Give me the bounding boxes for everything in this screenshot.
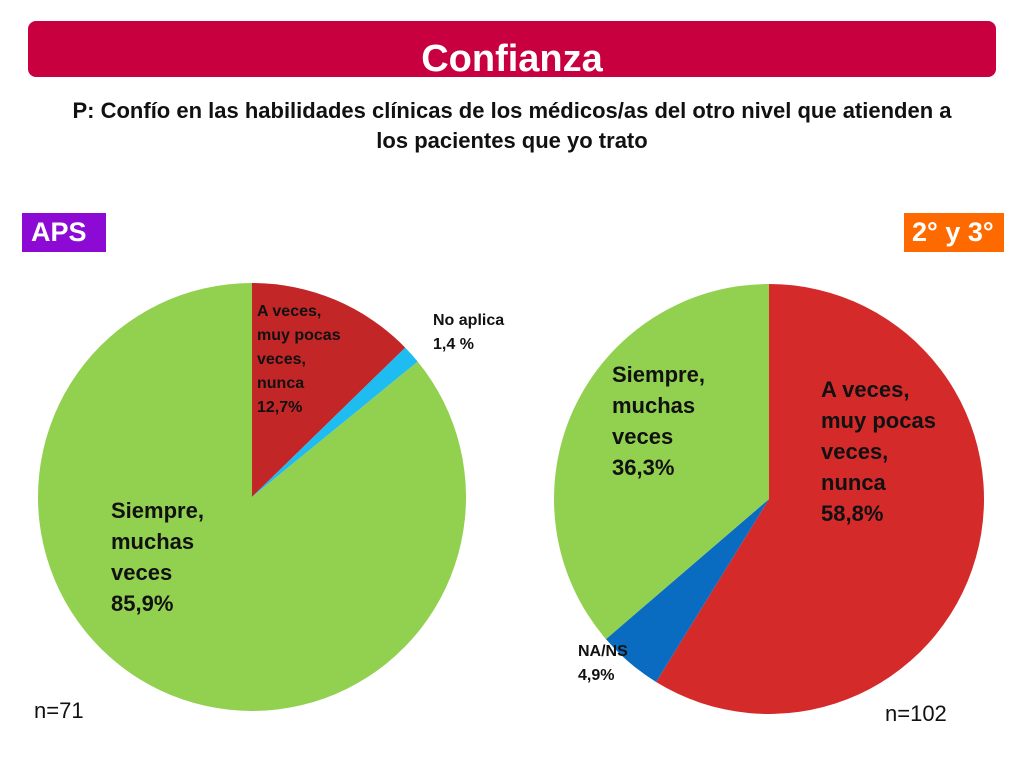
secondary-label-na-ns: NA/NS 4,9%	[578, 643, 628, 684]
title-banner: Confianza	[28, 21, 996, 80]
pie-slice-aps-0	[252, 283, 406, 497]
survey-question: P: Confío en las habilidades clínicas de…	[60, 96, 964, 156]
aps-label-sometimes-never: A veces, muy pocas veces, nunca 12,7%	[257, 303, 341, 416]
aps-sample-size: n=71	[34, 698, 84, 723]
question-text: Confío en las habilidades clínicas de lo…	[94, 98, 952, 153]
page-title: Confianza	[421, 38, 603, 80]
pie-chart-secondary-tertiary	[554, 284, 985, 714]
secondary-tertiary-badge: 2° y 3°	[904, 213, 1004, 252]
aps-label-always-often: Siempre, muchas veces 85,9%	[111, 498, 204, 616]
pie-slice-23-2	[554, 284, 769, 640]
secondary-label-sometimes-never: A veces, muy pocas veces, nunca 58,8%	[821, 377, 936, 526]
pie-slice-aps-1	[252, 347, 418, 497]
aps-label-not-applicable: No aplica 1,4 %	[433, 312, 505, 353]
pie-chart-aps	[37, 283, 466, 711]
secondary-label-always-often: Siempre, muchas veces 36,3%	[612, 362, 705, 480]
pie-slice-aps-2	[37, 283, 466, 711]
secondary-sample-size: n=102	[885, 701, 947, 726]
pie-slice-23-0	[656, 284, 985, 714]
aps-badge: APS	[22, 213, 106, 252]
question-prefix: P:	[72, 98, 95, 123]
pie-slice-23-1	[605, 499, 769, 682]
